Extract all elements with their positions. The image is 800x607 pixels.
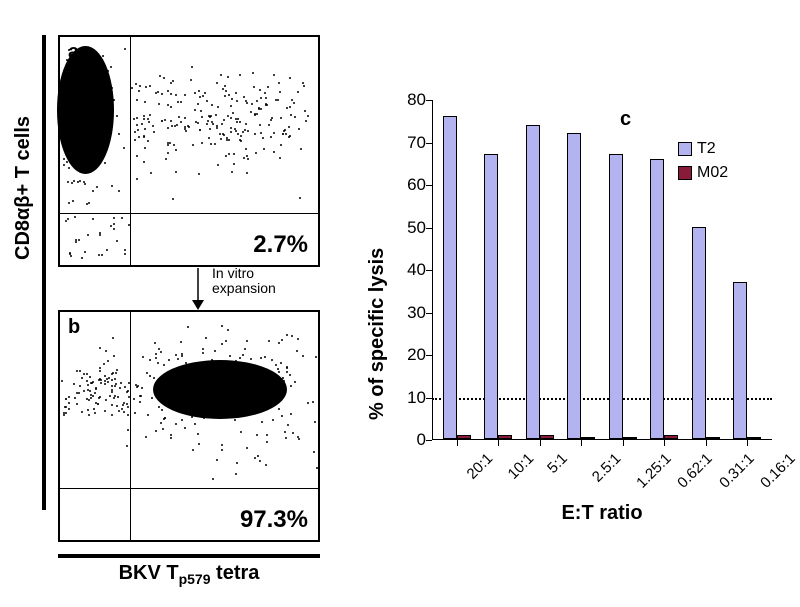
panel-b-quad-v xyxy=(130,312,131,540)
legend-item-M02: M02 xyxy=(678,164,728,182)
chart-x-label: E:T ratio xyxy=(432,502,772,525)
ytick-label: 70 xyxy=(386,133,426,153)
panel-b-quad-h xyxy=(60,488,318,489)
ytick-label: 10 xyxy=(386,388,426,408)
bar-M02-3 xyxy=(581,437,595,439)
bar-T2-3 xyxy=(567,133,581,439)
bar-T2-0 xyxy=(443,116,457,439)
scatter-panel-b: b 97.3% xyxy=(58,310,320,542)
expansion-arrow-label: In vitroexpansion xyxy=(212,266,276,297)
left-axis-bar xyxy=(42,35,46,510)
ytick-label: 40 xyxy=(386,260,426,280)
panel-a-quad-v xyxy=(130,37,131,265)
scatter-panel-a: a 2.7% xyxy=(58,35,320,267)
bar-chart: % of specific lysis 0102030405060708020:… xyxy=(370,100,790,580)
legend-label: M02 xyxy=(697,164,728,182)
xtick-label: 0.31:1 xyxy=(716,450,758,492)
xtick-label: 5:1 xyxy=(544,450,571,477)
chart-letter: c xyxy=(620,108,631,131)
legend-item-T2: T2 xyxy=(678,140,728,158)
bar-M02-2 xyxy=(540,435,554,439)
bar-M02-0 xyxy=(457,435,471,439)
bar-T2-1 xyxy=(484,154,498,439)
bar-M02-4 xyxy=(623,437,637,439)
ytick-label: 0 xyxy=(386,430,426,450)
bottom-axis-label: BKV Tp579 tetra xyxy=(58,562,320,587)
ytick-label: 30 xyxy=(386,303,426,323)
bar-T2-4 xyxy=(609,154,623,439)
xtick-label: 0.16:1 xyxy=(757,450,799,492)
legend-swatch xyxy=(678,166,692,180)
bar-T2-6 xyxy=(692,227,706,440)
legend-label: T2 xyxy=(697,140,716,158)
xtick-label: 10:1 xyxy=(505,450,538,483)
bar-M02-1 xyxy=(498,435,512,439)
ytick-label: 20 xyxy=(386,345,426,365)
panel-b-percent: 97.3% xyxy=(240,506,308,534)
xtick-label: 0.62:1 xyxy=(674,450,716,492)
chart-axis-y xyxy=(432,100,433,440)
bottom-axis-bar xyxy=(58,554,320,558)
bar-T2-5 xyxy=(650,159,664,440)
ytick-label: 80 xyxy=(386,90,426,110)
ytick-label: 50 xyxy=(386,218,426,238)
chart-axis-x xyxy=(432,439,772,440)
bar-M02-5 xyxy=(664,435,678,439)
xtick-label: 1.25:1 xyxy=(633,450,675,492)
threshold-line xyxy=(432,398,772,400)
panel-a-percent: 2.7% xyxy=(253,231,308,259)
xtick-label: 20:1 xyxy=(463,450,496,483)
chart-legend: T2M02 xyxy=(678,140,728,188)
xtick-label: 2.5:1 xyxy=(589,450,625,486)
ytick-label: 60 xyxy=(386,175,426,195)
bar-M02-7 xyxy=(747,437,761,439)
bar-T2-7 xyxy=(733,282,747,439)
panel-a-quad-h xyxy=(60,213,318,214)
left-axis-label: CD8αβ+ T cells xyxy=(12,116,35,260)
bar-M02-6 xyxy=(706,437,720,439)
bar-T2-2 xyxy=(526,125,540,440)
panel-b-letter: b xyxy=(68,316,80,339)
legend-swatch xyxy=(678,142,692,156)
